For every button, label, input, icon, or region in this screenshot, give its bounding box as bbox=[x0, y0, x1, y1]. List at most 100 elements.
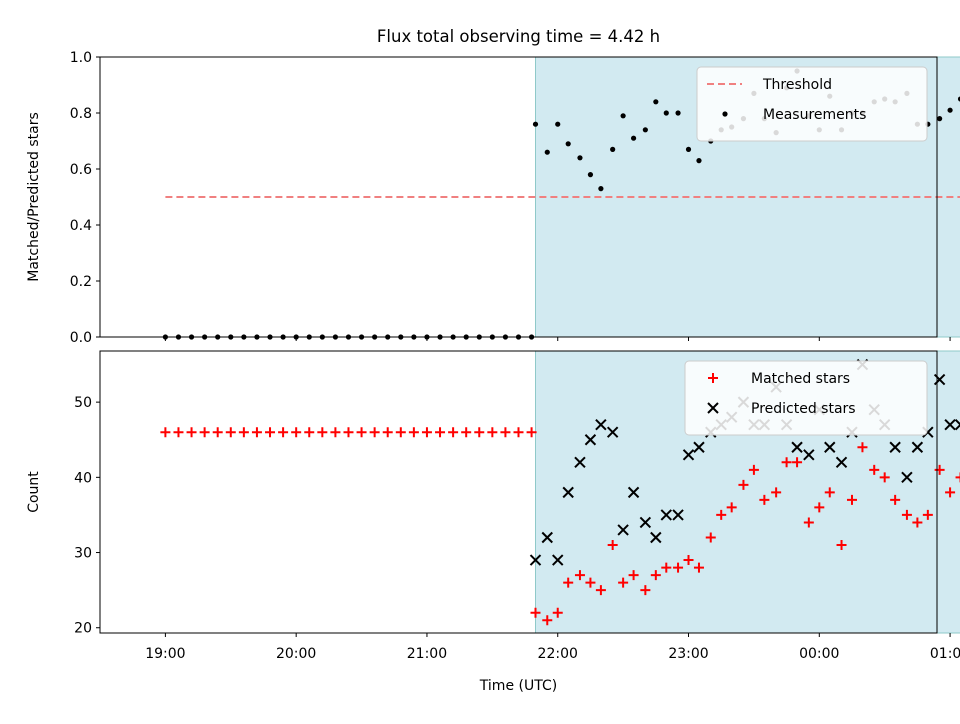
data-point bbox=[675, 110, 681, 116]
y-tick-label: 0.8 bbox=[70, 106, 92, 122]
data-point bbox=[500, 427, 511, 438]
data-point bbox=[696, 158, 702, 164]
legend-label: Measurements bbox=[763, 107, 866, 123]
data-point bbox=[869, 464, 880, 475]
data-point bbox=[304, 427, 315, 438]
data-point bbox=[265, 427, 276, 438]
data-point bbox=[639, 516, 652, 529]
data-point bbox=[922, 509, 933, 520]
data-point bbox=[617, 524, 629, 536]
data-point bbox=[911, 441, 924, 453]
data-point bbox=[595, 585, 606, 596]
data-point bbox=[693, 562, 704, 573]
data-point bbox=[356, 427, 367, 438]
y-tick-label: 0.6 bbox=[70, 162, 92, 178]
data-point bbox=[781, 457, 792, 468]
legend-label: Matched stars bbox=[751, 371, 850, 387]
data-point bbox=[199, 427, 210, 438]
data-point bbox=[584, 434, 597, 446]
data-point bbox=[607, 540, 618, 551]
data-point bbox=[251, 427, 262, 438]
y-tick-label: 0.2 bbox=[70, 274, 92, 290]
data-point bbox=[879, 472, 890, 483]
data-point bbox=[890, 494, 901, 505]
data-point bbox=[628, 570, 639, 581]
data-point bbox=[803, 449, 815, 461]
data-point bbox=[716, 509, 727, 520]
data-point bbox=[278, 427, 289, 438]
data-point bbox=[846, 494, 857, 505]
data-point bbox=[160, 427, 171, 438]
data-point bbox=[685, 146, 692, 152]
data-point bbox=[395, 427, 406, 438]
data-point bbox=[317, 427, 328, 438]
data-point bbox=[771, 487, 782, 498]
data-point bbox=[620, 113, 626, 119]
data-point bbox=[661, 562, 672, 573]
x-tick-label: 20:00 bbox=[276, 646, 316, 662]
data-point bbox=[526, 427, 537, 438]
data-point bbox=[803, 517, 814, 528]
data-point bbox=[238, 427, 249, 438]
x-tick-label: 19:00 bbox=[145, 646, 185, 662]
data-point bbox=[408, 427, 419, 438]
data-point bbox=[705, 532, 716, 543]
y-tick-label: 0.0 bbox=[70, 330, 92, 346]
data-point bbox=[529, 554, 542, 566]
data-point bbox=[726, 502, 737, 513]
x-tick-label: 23:00 bbox=[668, 646, 708, 662]
data-point bbox=[835, 456, 848, 469]
data-point bbox=[577, 155, 583, 161]
data-point bbox=[552, 607, 563, 618]
data-point bbox=[673, 562, 684, 573]
data-point bbox=[461, 427, 472, 438]
data-point bbox=[585, 577, 596, 588]
data-point bbox=[642, 127, 648, 133]
data-point bbox=[382, 427, 393, 438]
x-tick-label: 22:00 bbox=[538, 646, 578, 662]
legend-box-0 bbox=[696, 66, 928, 142]
data-point bbox=[937, 116, 943, 122]
data-point bbox=[738, 479, 749, 490]
y-tick-label: 1.0 bbox=[70, 50, 92, 66]
data-point bbox=[814, 502, 825, 513]
data-point bbox=[435, 427, 446, 438]
data-point bbox=[693, 441, 705, 453]
data-point bbox=[542, 615, 553, 626]
y-tick-label: 20 bbox=[74, 621, 92, 637]
data-point bbox=[618, 577, 629, 588]
data-point bbox=[901, 471, 913, 484]
data-point bbox=[474, 427, 485, 438]
data-point bbox=[663, 110, 669, 116]
data-point bbox=[650, 570, 661, 581]
series-1-0 bbox=[160, 427, 960, 626]
data-point bbox=[562, 486, 574, 499]
data-point bbox=[574, 570, 585, 581]
data-point bbox=[947, 107, 953, 113]
data-point bbox=[912, 517, 923, 528]
data-point bbox=[640, 585, 651, 596]
data-point bbox=[945, 487, 956, 498]
y-axis-label-bottom: Count bbox=[26, 471, 42, 513]
data-point bbox=[343, 427, 354, 438]
data-point bbox=[748, 464, 759, 475]
data-point bbox=[791, 441, 803, 453]
legend-swatch bbox=[707, 402, 719, 414]
data-point bbox=[653, 99, 659, 105]
axes-frame-0 bbox=[99, 56, 938, 338]
data-point bbox=[541, 531, 553, 544]
data-point bbox=[330, 427, 341, 438]
data-point bbox=[595, 418, 607, 431]
legend-box-1 bbox=[684, 360, 928, 436]
data-point bbox=[857, 442, 868, 453]
data-point bbox=[683, 555, 694, 566]
data-point bbox=[513, 427, 524, 438]
x-axis-label: Time (UTC) bbox=[479, 678, 557, 694]
data-point bbox=[173, 427, 184, 438]
data-point bbox=[934, 464, 945, 475]
legend-label: Predicted stars bbox=[751, 401, 856, 417]
x-tick-label: 00:00 bbox=[799, 646, 839, 662]
data-point bbox=[901, 509, 912, 520]
